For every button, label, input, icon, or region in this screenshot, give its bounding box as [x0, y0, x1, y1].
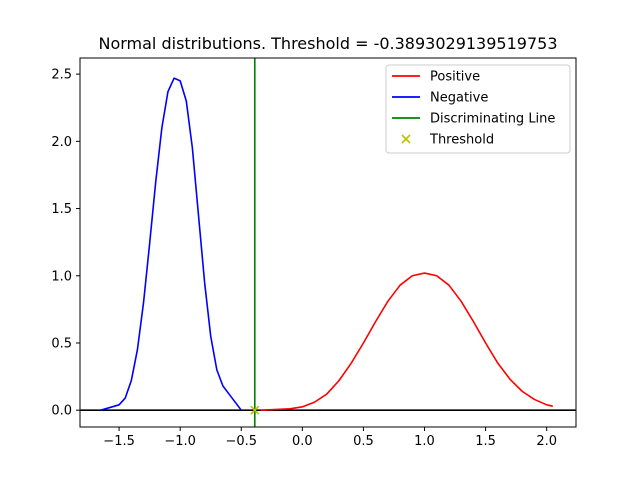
threshold-marker — [250, 405, 260, 415]
x-tick-label: −1.5 — [103, 434, 135, 449]
y-tick-label: 1.5 — [51, 202, 72, 217]
y-tick-label: 0.5 — [51, 336, 72, 351]
legend-box — [385, 64, 571, 154]
series-positive-line — [260, 272, 553, 411]
x-tick-label: 0.5 — [353, 434, 374, 449]
x-tick-label: −1.0 — [164, 434, 196, 449]
y-tick-label: 2.5 — [51, 68, 72, 83]
x-tick-label: 0.0 — [292, 434, 313, 449]
y-tick-label: 1.0 — [51, 269, 72, 284]
y-tick-label: 2.0 — [51, 135, 72, 150]
legend-swatch-threshold — [401, 134, 411, 144]
x-tick-label: −0.5 — [225, 434, 257, 449]
x-axis: −1.5 −1.0 −0.5 0.0 0.5 1.0 1.5 2.0 — [103, 427, 557, 449]
y-axis: 0.0 0.5 1.0 1.5 2.0 2.5 — [51, 68, 80, 419]
legend-label-negative: Negative — [430, 91, 488, 106]
plot-inner — [80, 58, 576, 427]
plot-frame — [79, 57, 577, 428]
chart-title: Normal distributions. Threshold = -0.389… — [98, 34, 557, 53]
x-tick-label: 1.5 — [475, 434, 496, 449]
x-tick-label: 1.0 — [414, 434, 435, 449]
legend: Positive Negative Discriminating Line Thres… — [385, 64, 571, 154]
series-negative-line — [100, 77, 242, 411]
legend-label-threshold: Threshold — [429, 133, 494, 148]
y-tick-label: 0.0 — [51, 404, 72, 419]
legend-label-positive: Positive — [430, 70, 480, 85]
x-tick-label: 2.0 — [536, 434, 557, 449]
legend-label-discriminating-line: Discriminating Line — [430, 112, 555, 127]
plot-area — [79, 57, 577, 428]
